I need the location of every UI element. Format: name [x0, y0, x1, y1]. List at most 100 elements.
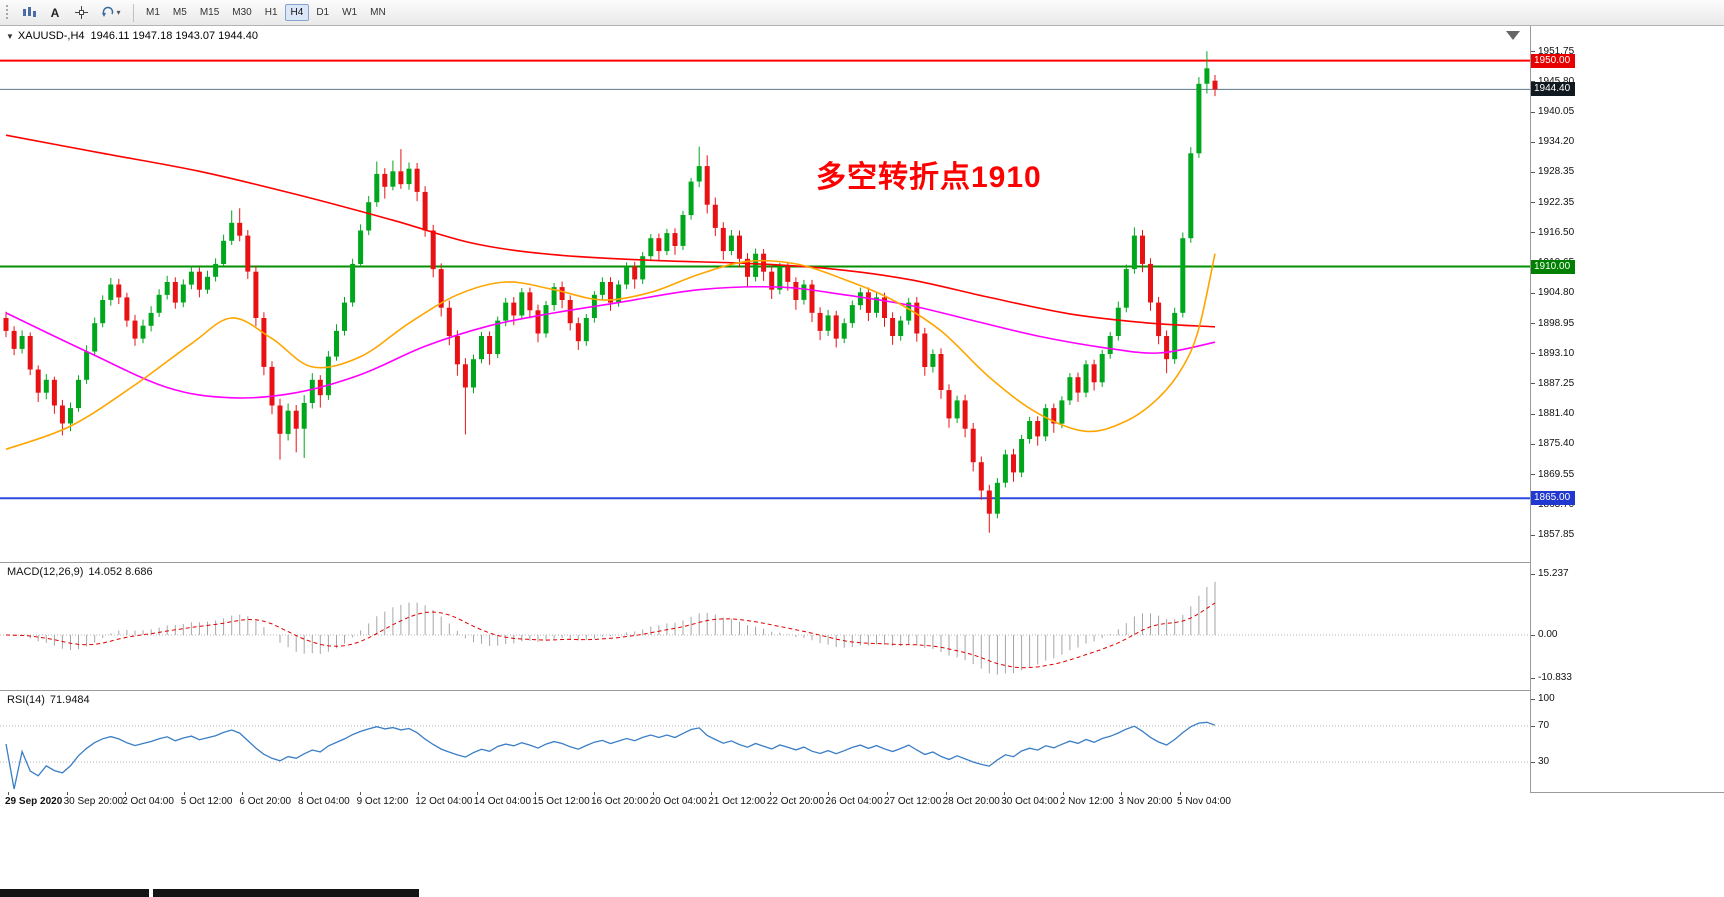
axis-tickmark: [1531, 383, 1535, 385]
axis-tickmark: [1531, 474, 1535, 476]
time-tickmark: [242, 792, 244, 795]
time-tickmark: [594, 792, 595, 795]
time-tickmark: [183, 792, 185, 795]
axis-tickmark: [1531, 698, 1535, 700]
collapse-triangle-icon[interactable]: ▼: [6, 32, 14, 41]
taskbar-fragment[interactable]: [0, 889, 149, 897]
toolbar: A ▾ M1 M5 M15 M30 H1 H4 D1 W1 MN: [0, 0, 1724, 26]
time-tickmark: [652, 792, 654, 795]
axis-tickmark: [1531, 534, 1535, 536]
axis-tickmark: [1531, 761, 1535, 763]
rsi-line: [5, 721, 1216, 790]
axis-tickmark: [1531, 634, 1535, 636]
time-tickmark: [125, 792, 127, 795]
time-tickmark: [1004, 792, 1006, 795]
axis-tickmark: [1531, 353, 1535, 355]
rsi-axis-tick: 100: [1538, 693, 1555, 704]
timeframe-button-m30[interactable]: M30: [232, 7, 252, 18]
toolbar-grip[interactable]: [6, 4, 11, 21]
chart-mode-button[interactable]: [17, 3, 41, 23]
time-tickmark: [476, 792, 478, 795]
axis-tickmark: [1531, 323, 1535, 324]
price-tick: 1904.80: [1538, 287, 1575, 299]
axis-tickmark: [1531, 141, 1535, 143]
time-tick-label: 20 Oct 04:00: [649, 796, 707, 807]
macd-values: 14.052 8.686: [88, 566, 153, 578]
ohlc-values: 1946.11 1947.18 1943.07 1944.40: [90, 30, 258, 42]
price-tick: 1881.40: [1538, 408, 1575, 420]
time-tickmark: [945, 792, 947, 795]
macd-signal-line: [5, 602, 1216, 669]
main-price-chart[interactable]: [0, 26, 1530, 562]
time-tick-label: 30 Oct 04:00: [1001, 796, 1059, 807]
time-tickmark: [418, 792, 420, 795]
rsi-axis-tick: 70: [1538, 720, 1550, 731]
footer-space: [0, 812, 1724, 897]
macd-axis-tick: 0.00: [1538, 629, 1558, 640]
pane-divider[interactable]: [0, 562, 1724, 563]
cycle-tool-button[interactable]: ▾: [95, 3, 127, 23]
rsi-label: RSI(14) 71.9484: [7, 694, 90, 706]
axis-tickmark: [1531, 111, 1535, 113]
time-tickmark: [8, 792, 9, 795]
text-label-tool-button[interactable]: A: [43, 3, 67, 23]
price-level-label: 1950.00: [1531, 53, 1576, 68]
axis-tickmark: [1531, 413, 1535, 415]
axis-tickmark: [1531, 81, 1535, 83]
rsi-axis-tick: 30: [1538, 756, 1550, 767]
macd-title: MACD(12,26,9): [7, 566, 84, 578]
axis-tickmark: [1531, 443, 1535, 445]
chevron-down-icon: ▾: [116, 8, 121, 17]
time-tick-label: 30 Sep 20:00: [63, 796, 124, 807]
scroll-to-end-marker[interactable]: [1506, 31, 1520, 40]
rsi-pane[interactable]: [0, 691, 1530, 792]
price-tick: 1928.35: [1538, 166, 1575, 178]
time-tick-label: 5 Oct 12:00: [180, 796, 233, 807]
macd-pane[interactable]: [0, 563, 1530, 690]
price-tick: 1945.80: [1538, 75, 1575, 87]
price-level-label: 1865.00: [1531, 491, 1576, 506]
ma-mid-magenta: [5, 285, 1216, 399]
time-tick-label: 26 Oct 04:00: [825, 796, 883, 807]
timeframe-button-m1[interactable]: M1: [146, 7, 160, 18]
price-tick: 1916.50: [1538, 226, 1575, 238]
time-tick-label: 14 Oct 04:00: [473, 796, 532, 807]
crosshair-icon: [74, 6, 88, 19]
price-tick: 1898.95: [1538, 317, 1575, 329]
ma-fast-orange: [5, 253, 1216, 451]
toolbar-separator: [133, 3, 134, 22]
crosshair-tool-button[interactable]: [69, 3, 93, 23]
time-tick-label: 2 Nov 12:00: [1059, 796, 1114, 807]
time-tick-label: 21 Oct 12:00: [708, 796, 766, 807]
timeframe-button-d1[interactable]: D1: [316, 7, 330, 18]
axis-tickmark: [1531, 202, 1535, 204]
time-axis[interactable]: 29 Sep 2020 30 Sep 20:00 2 Oct 04:00 5 Oct …: [0, 792, 1530, 812]
axis-tickmark: [1531, 573, 1535, 575]
candlestick-chart-icon: [22, 7, 36, 17]
text-tool-icon: A: [50, 5, 60, 20]
timeframe-button-h1[interactable]: H1: [264, 7, 278, 18]
axis-tickmark: [1531, 725, 1535, 727]
timeframe-group: M1 M5 M15 M30 H1 H4 D1 W1 MN: [140, 4, 392, 21]
price-level-label: 1910.00: [1531, 259, 1576, 274]
price-tick: 1934.20: [1538, 136, 1575, 148]
price-axis[interactable]: 1951.75 1945.80 1940.05 1934.20 1928.35 1922.…: [1530, 26, 1724, 792]
price-tick: 1940.05: [1538, 106, 1575, 118]
timeframe-button-mn[interactable]: MN: [370, 7, 386, 18]
pane-divider[interactable]: [0, 690, 1724, 691]
timeframe-button-h4[interactable]: H4: [284, 4, 310, 21]
timeframe-button-m5[interactable]: M5: [172, 7, 187, 18]
taskbar-fragment[interactable]: [153, 889, 419, 897]
time-tickmark: [359, 792, 361, 795]
symbol-ohlc-line: ▼ XAUUSD-,H4 1946.11 1947.18 1943.07 1944.…: [6, 30, 258, 42]
time-tick-label: 9 Oct 12:00: [356, 796, 409, 807]
timeframe-button-w1[interactable]: W1: [342, 7, 358, 18]
timeframe-button-m15[interactable]: M15: [199, 7, 220, 18]
ma-slow-red: [5, 134, 1216, 328]
rsi-value: 71.9484: [49, 694, 90, 706]
cycle-icon: [102, 6, 114, 17]
time-tickmark: [1180, 792, 1181, 795]
time-tick-label: 5 Nov 04:00: [1177, 796, 1231, 807]
time-tick-label: 16 Oct 20:00: [591, 796, 649, 807]
time-tick-label: 6 Oct 20:00: [239, 796, 292, 807]
